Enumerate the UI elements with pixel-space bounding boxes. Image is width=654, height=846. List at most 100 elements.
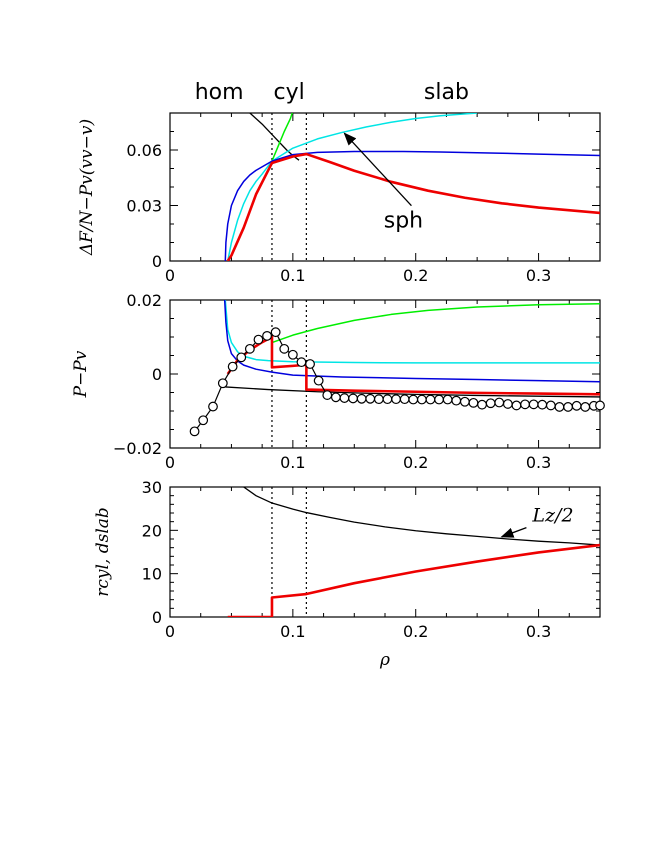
- y-tick-label: 0: [152, 252, 162, 271]
- x-tick-label: 0: [165, 622, 175, 641]
- data-point: [468, 397, 479, 408]
- data-point: [296, 357, 307, 368]
- data-point: [563, 402, 573, 412]
- series-line: [243, 487, 600, 546]
- data-point: [442, 394, 453, 405]
- data-point: [528, 399, 539, 410]
- data-point: [554, 402, 565, 412]
- data-point: [399, 394, 410, 405]
- data-point: [408, 394, 419, 405]
- series-line: [249, 113, 300, 161]
- data-point: [459, 396, 470, 407]
- x-tick-label: 0.2: [403, 453, 428, 472]
- plot-frame: [169, 112, 601, 262]
- x-tick-label: 0: [165, 266, 175, 285]
- annotation-arrow: [500, 527, 527, 538]
- data-point: [580, 402, 591, 412]
- data-point: [244, 343, 255, 354]
- y-axis-title: rcyl, dslab: [93, 507, 113, 597]
- y-tick-label: 0.03: [126, 197, 162, 216]
- data-point: [287, 349, 298, 360]
- y-tick-label: 30: [142, 478, 162, 497]
- y-axis-title: ΔF/N−Pv(vv−v): [77, 119, 97, 256]
- data-point: [382, 394, 393, 405]
- x-tick-label: 0.2: [403, 266, 428, 285]
- data-point: [356, 393, 367, 404]
- x-tick-label: 0.1: [280, 622, 305, 641]
- data-point: [373, 394, 384, 405]
- annotation-arrow: [343, 132, 412, 207]
- y-tick-label: 0.02: [126, 291, 162, 310]
- data-point: [451, 395, 462, 406]
- data-point: [279, 343, 290, 354]
- data-point: [494, 397, 505, 408]
- data-point: [502, 399, 513, 409]
- series-group: [194, 300, 600, 432]
- data-point: [365, 393, 376, 404]
- series-line: [224, 150, 600, 261]
- x-tick-label: 0.2: [403, 622, 428, 641]
- series-group: [227, 487, 600, 617]
- data-point: [313, 375, 324, 386]
- series-line: [224, 300, 600, 364]
- x-axis-title: ρ: [379, 650, 390, 670]
- data-point: [425, 394, 436, 405]
- data-point: [339, 393, 350, 403]
- data-point: [485, 398, 496, 409]
- panel-top: 0 0.1 0.2 0.3 0 0.03 0.06 ΔF/N−Pv(vv−v) hom cyl sl…: [77, 80, 601, 285]
- series-group: [224, 113, 600, 261]
- y-tick-label: −0.02: [113, 439, 162, 458]
- data-point: [198, 415, 209, 426]
- x-tick-label: 0.1: [280, 453, 305, 472]
- series-line: [226, 152, 600, 261]
- series-line: [225, 386, 600, 398]
- data-point: [189, 426, 200, 437]
- data-point: [520, 399, 530, 410]
- phase-label: cyl: [274, 80, 305, 105]
- series-line: [271, 113, 294, 162]
- data-point: [217, 378, 228, 389]
- data-point: [511, 400, 522, 411]
- y-axis-title: P−Pv: [71, 350, 91, 398]
- data-point: [391, 394, 401, 405]
- phase-label: hom: [195, 80, 244, 105]
- data-point: [270, 327, 281, 338]
- data-point: [322, 390, 333, 400]
- x-tick-label: 0.3: [526, 622, 551, 641]
- series-line: [227, 543, 600, 617]
- data-point: [571, 400, 582, 411]
- data-point: [537, 399, 548, 410]
- x-tick-label: 0.3: [526, 453, 551, 472]
- y-tick-label: 0.06: [126, 141, 162, 160]
- data-point: [236, 352, 247, 363]
- data-point: [545, 400, 556, 411]
- x-tick-label: 0: [165, 453, 175, 472]
- y-tick-label: 10: [142, 565, 162, 584]
- data-point: [330, 392, 341, 403]
- data-point: [227, 361, 238, 372]
- series-line: [271, 302, 600, 344]
- data-point: [208, 401, 218, 412]
- y-tick-label: 20: [142, 521, 162, 540]
- annotation-label: Lz/2: [531, 505, 573, 527]
- data-point: [477, 399, 487, 410]
- data-point: [416, 394, 427, 405]
- data-point: [434, 394, 444, 405]
- x-tick-label: 0.3: [526, 266, 551, 285]
- data-point: [595, 400, 605, 411]
- x-tick-label: 0.1: [280, 266, 305, 285]
- data-point: [305, 359, 315, 369]
- y-tick-label: 0: [152, 365, 162, 384]
- series-line: [223, 300, 600, 383]
- plot-frame: [169, 299, 601, 449]
- series-line: [227, 113, 478, 261]
- data-point: [253, 334, 264, 345]
- panel-bottom: 0 0.1 0.2 0.3 0 10 20 30 rcyl, dslab ρ Lz/2: [93, 478, 601, 670]
- data-point: [262, 330, 272, 341]
- phase-label: slab: [424, 80, 469, 105]
- annotation-label: sph: [384, 209, 423, 234]
- y-tick-label: 0: [152, 608, 162, 627]
- data-point: [348, 393, 358, 404]
